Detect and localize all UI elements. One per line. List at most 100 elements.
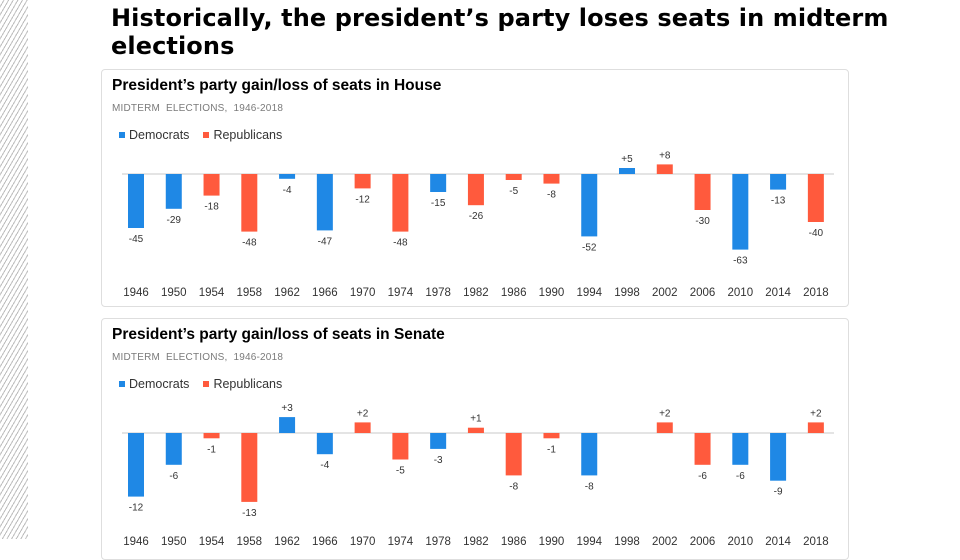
data-label: -18 [204, 202, 219, 213]
x-tick-label: 1998 [614, 536, 640, 548]
x-tick-label: 2002 [652, 536, 678, 548]
data-label: -40 [809, 228, 824, 239]
x-tick-label: 1962 [274, 287, 300, 299]
bar-1990 [543, 433, 560, 439]
bar-1950 [165, 174, 182, 209]
x-tick-label: 1946 [123, 536, 149, 548]
bar-1974 [392, 174, 409, 232]
data-label: -12 [129, 503, 144, 514]
x-tick-label: 2018 [803, 536, 829, 548]
x-tick-label: 1994 [576, 287, 602, 299]
data-label: -6 [698, 471, 707, 482]
x-tick-label: 1974 [388, 536, 414, 548]
legend-label: Democrats [129, 377, 190, 391]
legend-item-democrats[interactable]: Democrats [119, 128, 189, 142]
data-label: -12 [355, 194, 370, 205]
data-label: -6 [169, 471, 178, 482]
x-tick-label: 2010 [728, 536, 754, 548]
legend-item-democrats[interactable]: Democrats [119, 377, 189, 391]
x-tick-label: 2006 [690, 536, 716, 548]
bar-1958 [241, 433, 258, 502]
data-label: -5 [509, 186, 518, 197]
data-label: -3 [434, 455, 443, 466]
legend-swatch-republicans [203, 132, 210, 138]
bar-1982 [467, 174, 484, 206]
x-tick-label: 1982 [463, 287, 489, 299]
house-chart-card: President’s party gain/loss of seats in … [101, 69, 849, 307]
bar-1946 [128, 433, 144, 497]
x-tick-label: 1978 [425, 287, 451, 299]
data-label: -52 [582, 242, 597, 253]
data-label: -1 [207, 444, 216, 455]
data-label: +3 [281, 403, 293, 414]
legend-label: Republicans [213, 377, 283, 391]
chart-title: President’s party gain/loss of seats in … [112, 77, 442, 94]
chart-subtitle: MIDTERM ELECTIONS, 1946-2018 [112, 103, 284, 114]
data-label: -5 [396, 466, 405, 477]
data-label: -47 [318, 236, 333, 247]
chart-title: President’s party gain/loss of seats in … [112, 326, 445, 343]
x-tick-label: 1986 [501, 287, 527, 299]
bar-2006 [694, 174, 711, 210]
bar-2002 [656, 422, 673, 433]
bar-1974 [392, 433, 409, 460]
chart-legend: Democrats Republicans [119, 128, 296, 142]
x-tick-label: 1954 [199, 536, 225, 548]
bar-1994 [581, 174, 598, 237]
x-tick-label: 1966 [312, 536, 338, 548]
legend-item-republicans[interactable]: Republicans [203, 377, 282, 391]
data-label: -13 [771, 196, 786, 207]
bar-1982 [467, 427, 484, 433]
data-label: -9 [774, 487, 783, 498]
x-tick-label: 2002 [652, 287, 678, 299]
legend-label: Republicans [213, 128, 283, 142]
bar-1970 [354, 174, 371, 189]
legend-item-republicans[interactable]: Republicans [203, 128, 282, 142]
bar-1954 [203, 433, 220, 439]
bar-2018 [807, 422, 824, 433]
bar-2006 [694, 433, 711, 465]
bar-1986 [505, 174, 522, 180]
legend-swatch-democrats [119, 381, 125, 387]
bar-1994 [581, 433, 598, 476]
data-label: +2 [659, 408, 671, 419]
x-tick-label: 1994 [576, 536, 602, 548]
x-tick-label: 1950 [161, 536, 187, 548]
bar-1962 [279, 174, 296, 179]
data-label: -8 [585, 481, 594, 492]
legend-swatch-republicans [203, 381, 210, 387]
data-label: -63 [733, 256, 748, 267]
data-label: -26 [469, 211, 484, 222]
bar-2014 [770, 433, 787, 481]
x-tick-label: 2006 [690, 287, 716, 299]
bar-1990 [543, 174, 560, 184]
data-label: -15 [431, 198, 446, 209]
data-label: +5 [621, 154, 633, 165]
bar-1966 [316, 433, 333, 455]
x-tick-label: 1970 [350, 287, 376, 299]
bar-1966 [316, 174, 333, 231]
chart-legend: Democrats Republicans [119, 377, 296, 391]
x-tick-label: 1970 [350, 536, 376, 548]
senate-bar-chart: -12 1946 -6 1950 -1 1954 -13 1958 +3 1962 -4 1966 +2… [122, 403, 834, 548]
data-label: -45 [129, 234, 144, 245]
bar-1962 [279, 417, 296, 433]
bar-2002 [656, 164, 673, 174]
x-tick-label: 2014 [765, 287, 791, 299]
decorative-hatch-stripe [0, 0, 28, 539]
data-label: -13 [242, 508, 257, 519]
bar-1986 [505, 433, 522, 476]
data-label: -6 [736, 471, 745, 482]
x-tick-label: 1958 [237, 287, 263, 299]
x-tick-label: 1974 [388, 287, 414, 299]
bar-2010 [732, 433, 749, 465]
legend-label: Democrats [129, 128, 190, 142]
x-tick-label: 1946 [123, 287, 149, 299]
bar-1954 [203, 174, 220, 196]
data-label: -4 [320, 460, 329, 471]
data-label: -1 [547, 444, 556, 455]
x-tick-label: 1950 [161, 287, 187, 299]
x-tick-label: 1998 [614, 287, 640, 299]
data-label: +8 [659, 150, 671, 161]
bar-1950 [165, 433, 182, 465]
